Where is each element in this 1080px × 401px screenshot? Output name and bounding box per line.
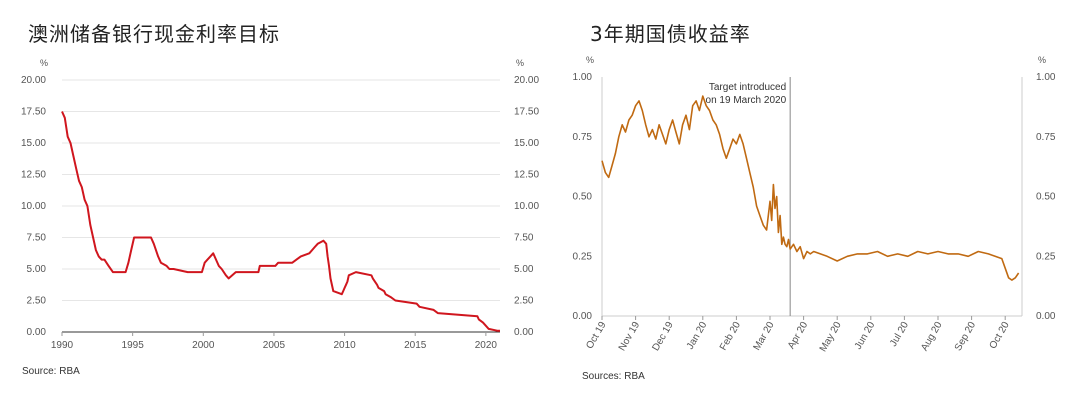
cash-rate-chart: 0.00 0.00 2.50 2.50 5.00 5.00 7.50 7.50 10.00 10.… <box>21 58 539 351</box>
chart-panel-cash-rate: 澳洲储备银行现金利率目标 0.00 0.00 2.50 2.50 5.00 5.00 7.5… <box>21 22 539 377</box>
y-tick-label-left: 17.50 <box>21 107 46 118</box>
y-tick-label-right: 0.75 <box>1036 132 1056 143</box>
y-tick-label-left: 5.00 <box>27 264 47 275</box>
x-tick-label: Dec 19 <box>650 320 676 353</box>
chart-title: 3年期国债收益率 <box>590 22 751 46</box>
x-tick-label: 2015 <box>404 340 427 351</box>
y-tick-label-left: 20.00 <box>21 75 46 86</box>
x-tick-label: Sep 20 <box>953 320 979 353</box>
y-tick-label-left: 1.00 <box>573 72 593 83</box>
bond-yield-chart: 0.00 0.00 0.25 0.25 0.50 0.50 0.75 0.75 1.00 1.00… <box>573 55 1056 354</box>
x-tick-label: 1990 <box>51 340 74 351</box>
x-tick-label: Oct 19 <box>584 320 608 351</box>
x-tick-label: Apr 20 <box>786 320 810 351</box>
y-tick-label-left: 10.00 <box>21 201 46 212</box>
y-tick-label-left: 0.00 <box>573 311 593 322</box>
y-tick-label-right: 5.00 <box>514 264 534 275</box>
x-tick-label: Oct 20 <box>988 320 1012 351</box>
series-line <box>61 111 500 332</box>
y-tick-label-left: 0.25 <box>573 251 593 262</box>
chart-title: 澳洲储备银行现金利率目标 <box>28 22 280 46</box>
y-tick-label-right: 0.25 <box>1036 251 1056 262</box>
unit-label-left: % <box>586 55 594 65</box>
unit-label-left: % <box>40 58 48 68</box>
y-tick-label-right: 7.50 <box>514 233 534 244</box>
y-tick-label-left: 7.50 <box>27 233 47 244</box>
x-tick-label: 2020 <box>475 340 498 351</box>
x-tick-label: Aug 20 <box>919 320 945 353</box>
x-tick-label: 2000 <box>192 340 215 351</box>
y-tick-label-right: 10.00 <box>514 201 539 212</box>
x-tick-label: 2010 <box>333 340 356 351</box>
y-tick-label-right: 0.50 <box>1036 192 1056 203</box>
y-tick-label-right: 20.00 <box>514 75 539 86</box>
x-tick-label: Mar 20 <box>752 320 777 353</box>
y-tick-label-left: 0.50 <box>573 192 593 203</box>
y-tick-label-left: 2.50 <box>27 296 47 307</box>
annotation-text: Target introduced <box>709 82 786 93</box>
unit-label-right: % <box>1038 55 1046 65</box>
x-tick-label: 2005 <box>263 340 286 351</box>
x-tick-label: Feb 20 <box>718 320 743 353</box>
y-tick-label-right: 2.50 <box>514 296 534 307</box>
y-tick-label-left: 15.00 <box>21 138 46 149</box>
series-line <box>601 95 1020 281</box>
y-tick-label-left: 0.75 <box>573 132 593 143</box>
x-tick-label: Jan 20 <box>685 320 710 352</box>
annotation-text: on 19 March 2020 <box>706 95 787 106</box>
y-tick-label-left: 12.50 <box>21 170 46 181</box>
y-tick-label-right: 17.50 <box>514 107 539 118</box>
y-tick-label-right: 12.50 <box>514 170 539 181</box>
x-tick-label: Jul 20 <box>888 320 911 349</box>
x-tick-label: Jun 20 <box>853 320 878 352</box>
y-tick-label-right: 0.00 <box>1036 311 1056 322</box>
chart-source: Source: RBA <box>22 366 80 377</box>
unit-label-right: % <box>516 58 524 68</box>
x-tick-label: Nov 19 <box>617 320 643 353</box>
y-tick-label-right: 0.00 <box>514 327 534 338</box>
y-tick-label-left: 0.00 <box>27 327 47 338</box>
chart-source: Sources: RBA <box>582 371 645 382</box>
y-tick-label-right: 1.00 <box>1036 72 1056 83</box>
x-tick-label: 1995 <box>122 340 145 351</box>
chart-panel-bond-yield: 3年期国债收益率 0.00 0.00 0.25 0.25 0.50 0.50 0.75 0.7… <box>540 0 1080 401</box>
x-tick-label: May 20 <box>818 320 844 354</box>
y-tick-label-right: 15.00 <box>514 138 539 149</box>
